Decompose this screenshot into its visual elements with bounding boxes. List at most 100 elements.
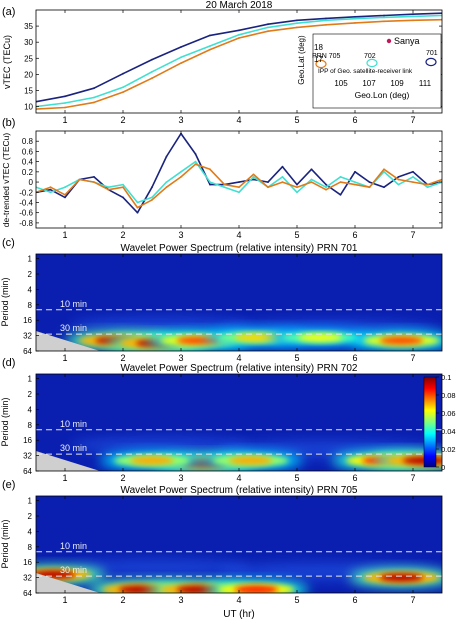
panel-e-label: (e) bbox=[2, 479, 15, 491]
x-tick-label: 4 bbox=[236, 595, 241, 605]
annotation-10min: 10 min bbox=[60, 299, 87, 309]
data-point-702 bbox=[223, 186, 226, 189]
y-tick-label: 8 bbox=[28, 543, 33, 552]
x-tick-label: 5 bbox=[294, 595, 299, 605]
data-point-701 bbox=[296, 183, 298, 186]
data-point-701 bbox=[151, 58, 153, 61]
y-tick-label: 15 bbox=[24, 86, 33, 95]
data-point-701 bbox=[252, 178, 255, 181]
colorbar-ticks: 0.1 0.08 0.06 0.04 0.02 0 bbox=[436, 373, 456, 472]
y-tick-label: 64 bbox=[23, 589, 32, 598]
data-point-702 bbox=[281, 176, 284, 178]
x-tick-label: 1 bbox=[62, 473, 67, 483]
inset-prn-705: PRN 705 bbox=[312, 53, 341, 60]
x-tick-label: 7 bbox=[410, 115, 415, 125]
data-point-705 bbox=[238, 37, 240, 39]
data-point-702 bbox=[339, 176, 342, 178]
heatmap-cell bbox=[70, 559, 250, 576]
x-tick-label: 2 bbox=[120, 230, 125, 240]
data-point-701 bbox=[122, 72, 124, 75]
ipp-701-marker bbox=[425, 57, 437, 67]
data-point-702 bbox=[165, 181, 168, 184]
y-tick-label: 0.6 bbox=[22, 147, 34, 156]
data-point-702 bbox=[252, 176, 255, 178]
data-point-702 bbox=[354, 17, 356, 20]
y-tick-label: 1 bbox=[28, 255, 33, 264]
data-point-705 bbox=[223, 183, 226, 186]
panel-b-plot-area bbox=[36, 132, 442, 214]
x-tick-label: 7 bbox=[410, 473, 415, 483]
colorbar-tick-label: 0.04 bbox=[441, 427, 456, 436]
data-point-701 bbox=[281, 165, 284, 168]
data-point-702 bbox=[180, 170, 182, 173]
panel-a-title: 20 March 2018 bbox=[206, 0, 273, 11]
data-point-705 bbox=[209, 48, 211, 51]
y-tick-label: 0.4 bbox=[22, 158, 34, 167]
heatmap-cell bbox=[70, 437, 250, 454]
data-point-705 bbox=[93, 181, 95, 184]
data-point-701 bbox=[151, 186, 153, 189]
colorbar-tick-label: 0.1 bbox=[441, 373, 451, 382]
data-point-705 bbox=[325, 23, 327, 26]
data-point-702 bbox=[49, 191, 52, 194]
data-point-702 bbox=[426, 186, 429, 189]
data-point-702 bbox=[64, 186, 66, 189]
panel-c-axes: 1 2 4 8 16 32 64 1 2 3 4 5 6 7 bbox=[23, 254, 416, 363]
data-point-701 bbox=[267, 23, 269, 26]
x-tick-label: 6 bbox=[352, 115, 357, 125]
annotation-10min: 10 min bbox=[60, 419, 87, 429]
data-point-705 bbox=[194, 163, 197, 166]
data-point-701 bbox=[122, 196, 124, 199]
panel-a-plot-area bbox=[36, 12, 442, 110]
inset-ytick-17: 17 bbox=[314, 55, 323, 64]
y-tick-label: 8 bbox=[28, 421, 33, 430]
data-point-701 bbox=[136, 211, 139, 214]
inset-xtick-109: 109 bbox=[390, 79, 404, 88]
x-tick-label: 1 bbox=[62, 595, 67, 605]
data-point-705 bbox=[64, 106, 66, 109]
panel-e-ylabel: Period (min) bbox=[0, 519, 10, 568]
data-point-705 bbox=[107, 188, 110, 191]
colorbar-tick-label: 0.08 bbox=[441, 391, 456, 400]
data-point-701 bbox=[238, 29, 240, 32]
y-tick-label: 35 bbox=[24, 22, 33, 31]
data-point-702 bbox=[136, 201, 139, 204]
data-point-702 bbox=[325, 19, 327, 22]
panel-c-ylabel: Period (min) bbox=[0, 277, 10, 326]
data-point-705 bbox=[383, 168, 385, 171]
panel-d-title: Wavelet Power Spectrum (relative intensi… bbox=[121, 363, 358, 374]
cone-of-influence bbox=[36, 330, 100, 351]
data-point-705 bbox=[296, 186, 298, 189]
panel-e-axes: 1 2 4 8 16 32 64 1 2 3 4 5 6 7 bbox=[23, 496, 416, 605]
y-tick-label: 2 bbox=[28, 512, 33, 521]
data-point-701 bbox=[383, 186, 385, 189]
panel-a: (a) 20 March 2018 10 15 20 25 30 35 1 2 3 4 5 6 7 vT… bbox=[2, 0, 443, 125]
data-point-701 bbox=[180, 46, 182, 48]
data-point-701 bbox=[93, 87, 95, 90]
x-tick-label: 2 bbox=[120, 595, 125, 605]
y-tick-label: 10 bbox=[24, 103, 33, 112]
cone-of-influence bbox=[36, 572, 100, 593]
data-point-701 bbox=[339, 193, 342, 196]
x-tick-label: 6 bbox=[352, 230, 357, 240]
y-tick-label: 16 bbox=[23, 558, 32, 567]
data-point-705 bbox=[64, 193, 66, 196]
data-point-702 bbox=[354, 181, 356, 184]
inset-prn-701: 701 bbox=[426, 50, 438, 57]
panel-a-ylabel: vTEC (TECu) bbox=[2, 35, 12, 89]
data-point-701 bbox=[325, 183, 327, 186]
panel-b-axes: -0.8-0.6 -0.4-0.200.20.4 0.60.8 1 2 3 4 5 6 7 bbox=[19, 131, 442, 240]
inset-frame bbox=[312, 33, 442, 109]
y-tick-label: 25 bbox=[24, 54, 33, 63]
x-tick-label: 7 bbox=[410, 595, 415, 605]
data-point-702 bbox=[122, 183, 124, 186]
panel-e-xlabel: UT (hr) bbox=[223, 609, 254, 620]
annotation-30min: 30 min bbox=[60, 565, 87, 575]
data-point-705 bbox=[209, 168, 211, 171]
data-point-705 bbox=[426, 183, 429, 186]
data-point-701 bbox=[368, 181, 371, 184]
x-tick-label: 3 bbox=[178, 115, 183, 125]
data-point-705 bbox=[93, 101, 95, 104]
y-tick-label: 20 bbox=[24, 70, 33, 79]
